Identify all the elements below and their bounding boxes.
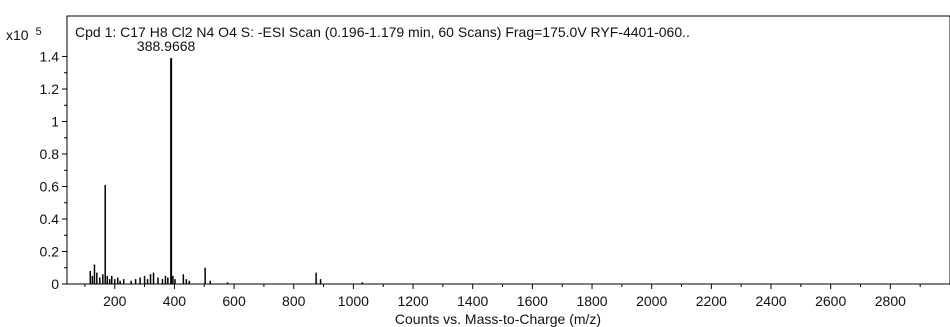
y-multiplier-label: x10 5 — [6, 26, 42, 43]
y-multiplier-exponent: 5 — [35, 26, 41, 38]
x-tick-label: 2800 — [875, 293, 906, 309]
y-tick-label: 0.2 — [40, 244, 60, 260]
y-tick-label: 1.2 — [40, 81, 60, 97]
x-tick-label: 1800 — [576, 293, 607, 309]
x-tick-label: 600 — [222, 293, 246, 309]
y-multiplier-base: x10 — [6, 27, 29, 43]
y-tick-label: 0.8 — [40, 146, 60, 162]
x-tick-label: 1400 — [457, 293, 488, 309]
y-tick-label: 0.4 — [40, 211, 60, 227]
plot-frame — [66, 15, 950, 285]
x-tick-label: 1200 — [397, 293, 428, 309]
x-tick-label: 2600 — [815, 293, 846, 309]
x-tick-label: 2200 — [696, 293, 727, 309]
x-axis-label: Counts vs. Mass-to-Charge (m/z) — [395, 311, 601, 327]
peak-series — [89, 58, 364, 284]
x-tick-label: 800 — [282, 293, 306, 309]
y-tick-label: 0 — [51, 276, 59, 292]
x-tick-label: 200 — [103, 293, 127, 309]
x-tick-label: 1600 — [517, 293, 548, 309]
y-tick-label: 1.4 — [40, 49, 60, 65]
chart-title: Cpd 1: C17 H8 Cl2 N4 O4 S: -ESI Scan (0.… — [75, 24, 690, 40]
x-tick-label: 2400 — [755, 293, 786, 309]
x-axis: 200 400 600 800 1000 1200 1400 1600 1800 2000 2200… — [84, 284, 921, 309]
y-tick-label: 1 — [51, 114, 59, 130]
y-tick-label: 0.6 — [40, 179, 60, 195]
y-axis: 0 0.2 0.4 0.6 0.8 1 1.2 1.4 — [40, 49, 67, 292]
peak-label: 388.9668 — [137, 38, 196, 54]
x-tick-label: 400 — [163, 293, 187, 309]
x-tick-label: 1000 — [338, 293, 369, 309]
x-tick-label: 2000 — [636, 293, 667, 309]
